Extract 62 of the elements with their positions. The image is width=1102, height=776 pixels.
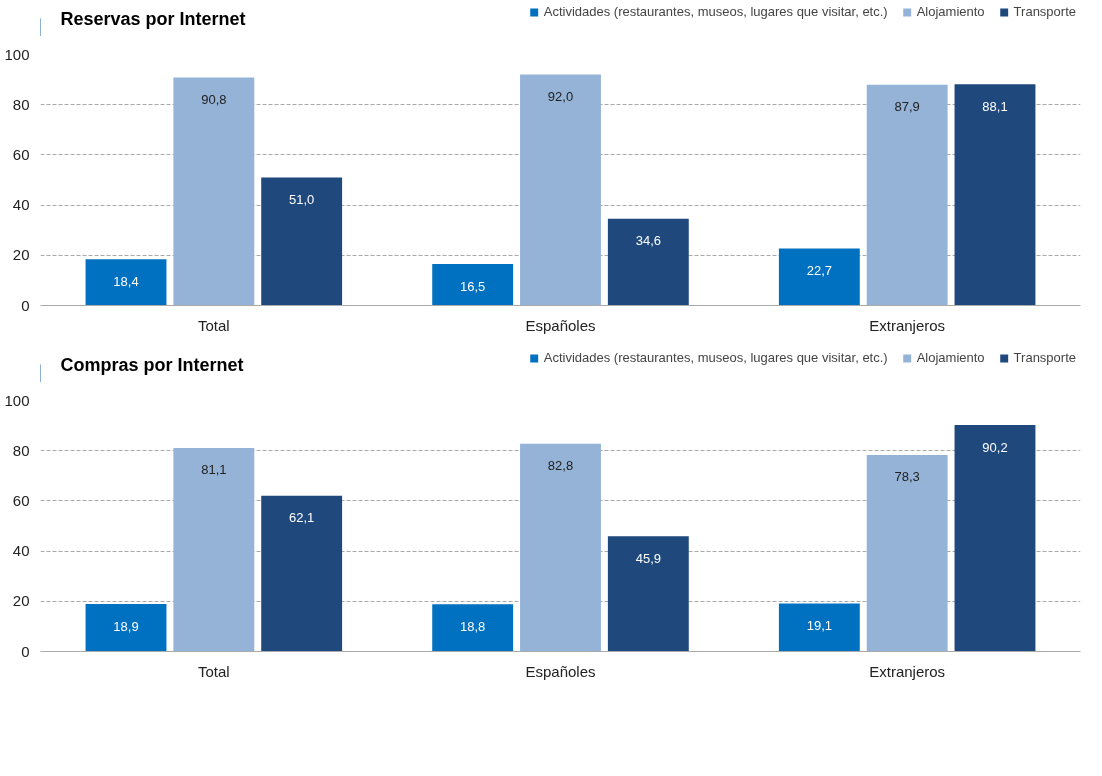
data-label: 18,8 <box>460 618 486 634</box>
data-label: 87,9 <box>894 99 920 115</box>
bar <box>173 447 255 652</box>
data-label: 92,0 <box>547 89 574 105</box>
bar <box>520 443 601 652</box>
legend-label: Actividades (restaurantes, museos, lugares que visitar, etc.) <box>543 4 888 19</box>
legend-label: Alojamiento <box>916 4 985 19</box>
y-tick-label: 20 <box>12 246 30 264</box>
bar <box>261 177 343 306</box>
bar <box>607 536 689 652</box>
x-tick-label: Españoles <box>525 662 596 680</box>
data-label: 34,6 <box>635 233 661 249</box>
legend-label: Transporte <box>1013 4 1076 19</box>
x-tick-label: Extranjeros <box>869 662 946 680</box>
x-tick-label: Extranjeros <box>869 316 946 334</box>
bar <box>85 259 167 306</box>
bar <box>432 264 514 306</box>
legend-label: Transporte <box>1013 350 1076 365</box>
bar <box>261 495 343 652</box>
chart-title: Reservas por Internet <box>60 8 246 29</box>
bar <box>85 604 167 652</box>
y-tick-label: 40 <box>12 542 30 560</box>
bar <box>954 425 1036 652</box>
y-tick-label: 80 <box>12 441 30 459</box>
bar <box>778 248 860 306</box>
bar <box>173 77 255 306</box>
legend-label: Actividades (restaurantes, museos, lugares que visitar, etc.) <box>543 350 888 365</box>
x-tick-label: Españoles <box>525 316 596 334</box>
data-label: 90,8 <box>201 92 227 108</box>
data-label: 22,7 <box>806 263 833 279</box>
data-label: 51,0 <box>289 191 315 207</box>
y-tick-label: 100 <box>4 45 30 63</box>
bar <box>520 74 601 306</box>
data-label: 19,1 <box>806 618 833 634</box>
data-label: 81,1 <box>201 462 227 478</box>
data-label: 78,3 <box>894 469 920 485</box>
legend-label: Alojamiento <box>916 350 985 365</box>
data-label: 16,5 <box>460 278 486 294</box>
y-tick-label: 60 <box>12 491 30 509</box>
y-tick-label: 80 <box>12 95 30 113</box>
y-tick-label: 60 <box>12 145 30 163</box>
data-label: 45,9 <box>635 550 661 566</box>
data-label: 88,1 <box>982 98 1008 114</box>
bar <box>866 454 948 652</box>
y-tick-label: 0 <box>21 642 30 660</box>
x-tick-label: Total <box>197 662 230 680</box>
data-label: 90,2 <box>982 439 1008 455</box>
y-tick-label: 0 <box>21 296 30 314</box>
data-label: 18,9 <box>113 618 139 634</box>
y-tick-label: 100 <box>4 391 30 409</box>
bar <box>866 84 948 306</box>
data-label: 82,8 <box>547 458 574 474</box>
y-tick-label: 20 <box>12 592 30 610</box>
data-label: 18,4 <box>113 273 139 289</box>
data-label: 62,1 <box>289 510 315 526</box>
x-tick-label: Total <box>197 316 230 334</box>
chart-title: Compras por Internet <box>60 354 244 375</box>
y-tick-label: 40 <box>12 196 30 214</box>
bar <box>432 604 514 652</box>
bar <box>954 84 1036 306</box>
bar <box>607 218 689 306</box>
bar <box>778 603 860 652</box>
